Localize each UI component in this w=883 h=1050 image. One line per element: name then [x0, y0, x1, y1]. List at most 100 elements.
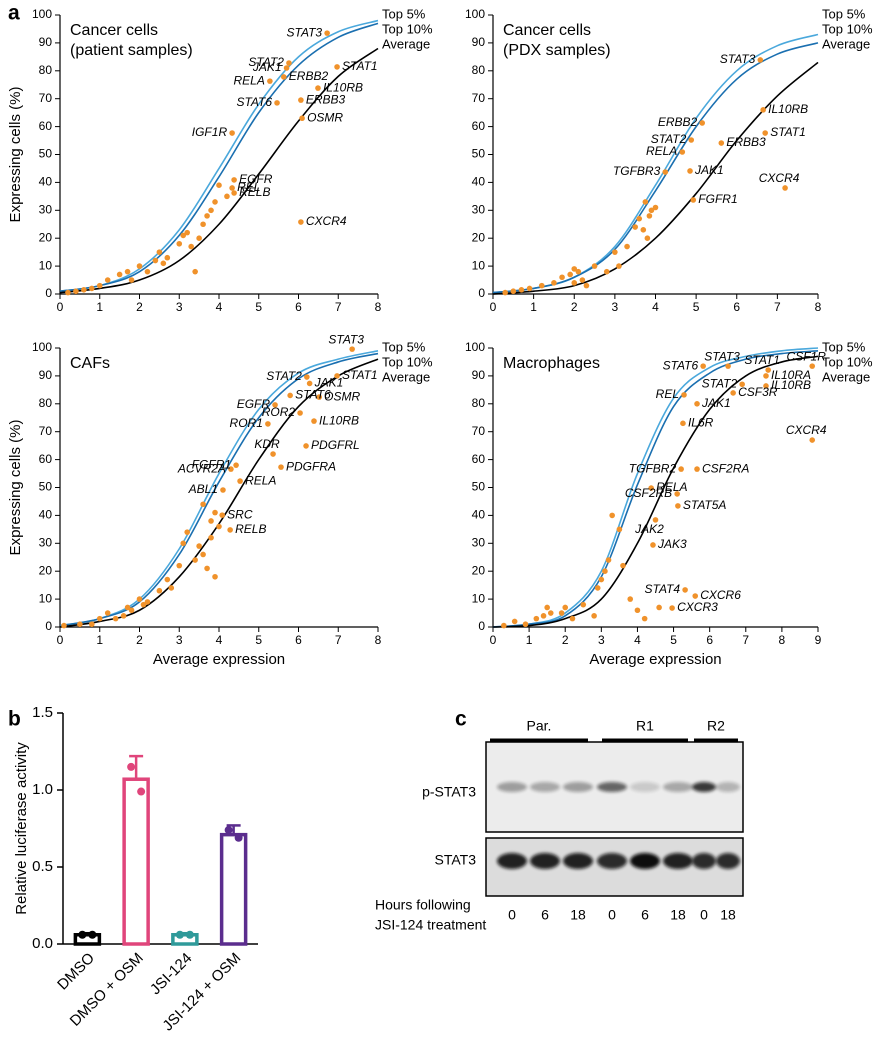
- point: [274, 100, 280, 106]
- point: [231, 190, 237, 196]
- point-label: CSF3R: [738, 385, 778, 399]
- point: [558, 610, 565, 616]
- point: [680, 420, 686, 427]
- point: [669, 605, 675, 611]
- point: [682, 587, 688, 593]
- x-tick-label: 9: [815, 633, 822, 647]
- x-axis-label: Average expression: [153, 651, 285, 668]
- point-label: STAT6: [663, 358, 699, 372]
- x-tick-label: 6: [706, 633, 713, 647]
- point: [502, 289, 508, 296]
- point: [526, 285, 533, 292]
- curve: [59, 22, 379, 293]
- point: [270, 451, 276, 457]
- x-tick-label: 4: [634, 633, 641, 647]
- point: [77, 621, 83, 628]
- point-label: STAT2: [651, 132, 687, 146]
- point: [196, 543, 202, 549]
- y-axis-label: Expressing cells (%): [7, 420, 24, 556]
- point: [652, 204, 659, 211]
- x-tick-label: 8: [779, 633, 786, 647]
- point: [634, 607, 641, 614]
- x-tick-label: 2: [571, 300, 578, 314]
- point: [641, 615, 648, 622]
- point: [204, 213, 210, 219]
- point-label: FGFR1: [192, 457, 231, 471]
- legend-label: Top 10%: [822, 21, 873, 36]
- point: [522, 621, 529, 628]
- x-tick-label: 1: [96, 633, 103, 647]
- point: [699, 120, 706, 126]
- point-label: CXCR4: [759, 171, 800, 185]
- point: [652, 517, 659, 523]
- point: [204, 565, 210, 572]
- point: [591, 613, 597, 619]
- band: [716, 782, 740, 792]
- point: [220, 487, 226, 493]
- point: [112, 615, 119, 622]
- point-label: STAT1: [744, 353, 780, 367]
- y-tick-label: 90: [472, 35, 486, 49]
- point-label: ERBB2: [658, 115, 698, 129]
- point: [656, 604, 662, 611]
- point: [192, 557, 198, 563]
- group-label: R2: [707, 718, 725, 734]
- x-tick-label: 7: [335, 300, 342, 314]
- point: [136, 263, 143, 269]
- y-tick-label: 90: [39, 368, 53, 382]
- panel-title: Cancer cells: [70, 22, 158, 39]
- point-label: IL10RB: [319, 413, 359, 427]
- point-label: CXCR4: [306, 214, 347, 228]
- row-label: STAT3: [435, 852, 477, 868]
- point-label: OSMR: [324, 389, 360, 403]
- band: [597, 782, 627, 792]
- x-tick-label: 6: [295, 300, 302, 314]
- x-tick-label: 5: [670, 633, 677, 647]
- point: [96, 615, 103, 622]
- point: [104, 610, 111, 616]
- time-label: 0: [508, 907, 516, 923]
- point: [96, 282, 103, 289]
- point: [687, 168, 693, 174]
- point-label: TGFBR2: [629, 461, 677, 475]
- point: [730, 390, 736, 396]
- bar: [73, 933, 102, 946]
- legend-label: Top 10%: [382, 21, 433, 36]
- curve: [59, 19, 379, 293]
- point: [562, 604, 569, 611]
- point: [632, 224, 638, 230]
- point: [591, 263, 598, 269]
- point: [518, 287, 525, 293]
- point-label: ROR2: [262, 405, 296, 419]
- point: [510, 288, 517, 295]
- y-tick-label: 50: [472, 480, 486, 494]
- y-tick-label: 70: [472, 91, 486, 105]
- point: [200, 501, 206, 508]
- point: [694, 401, 700, 407]
- point: [89, 621, 95, 628]
- point-label: EGFR: [237, 397, 271, 411]
- panel-label: c: [455, 708, 467, 731]
- point: [116, 271, 123, 278]
- band: [597, 853, 627, 869]
- point: [311, 418, 317, 424]
- point: [636, 215, 643, 222]
- point-label: CSF2RB: [625, 486, 672, 500]
- point-label: TGFBR3: [613, 164, 661, 178]
- point-label: KDR: [254, 437, 280, 451]
- x-tick-label: 0: [57, 633, 64, 647]
- y-tick-label: 0: [45, 619, 52, 633]
- y-tick-label: 1.0: [32, 781, 53, 798]
- x-tick-label: 4: [652, 300, 659, 314]
- y-tick-label: 50: [39, 480, 53, 494]
- point: [303, 443, 309, 449]
- point: [612, 249, 618, 255]
- legend-label: Top 5%: [822, 6, 866, 21]
- y-tick-label: 10: [472, 591, 486, 605]
- y-tick-label: 80: [472, 63, 486, 77]
- point: [265, 421, 271, 427]
- y-tick-label: 10: [39, 258, 53, 272]
- point: [272, 402, 278, 408]
- caption: JSI-124 treatment: [375, 917, 486, 933]
- point: [229, 130, 235, 136]
